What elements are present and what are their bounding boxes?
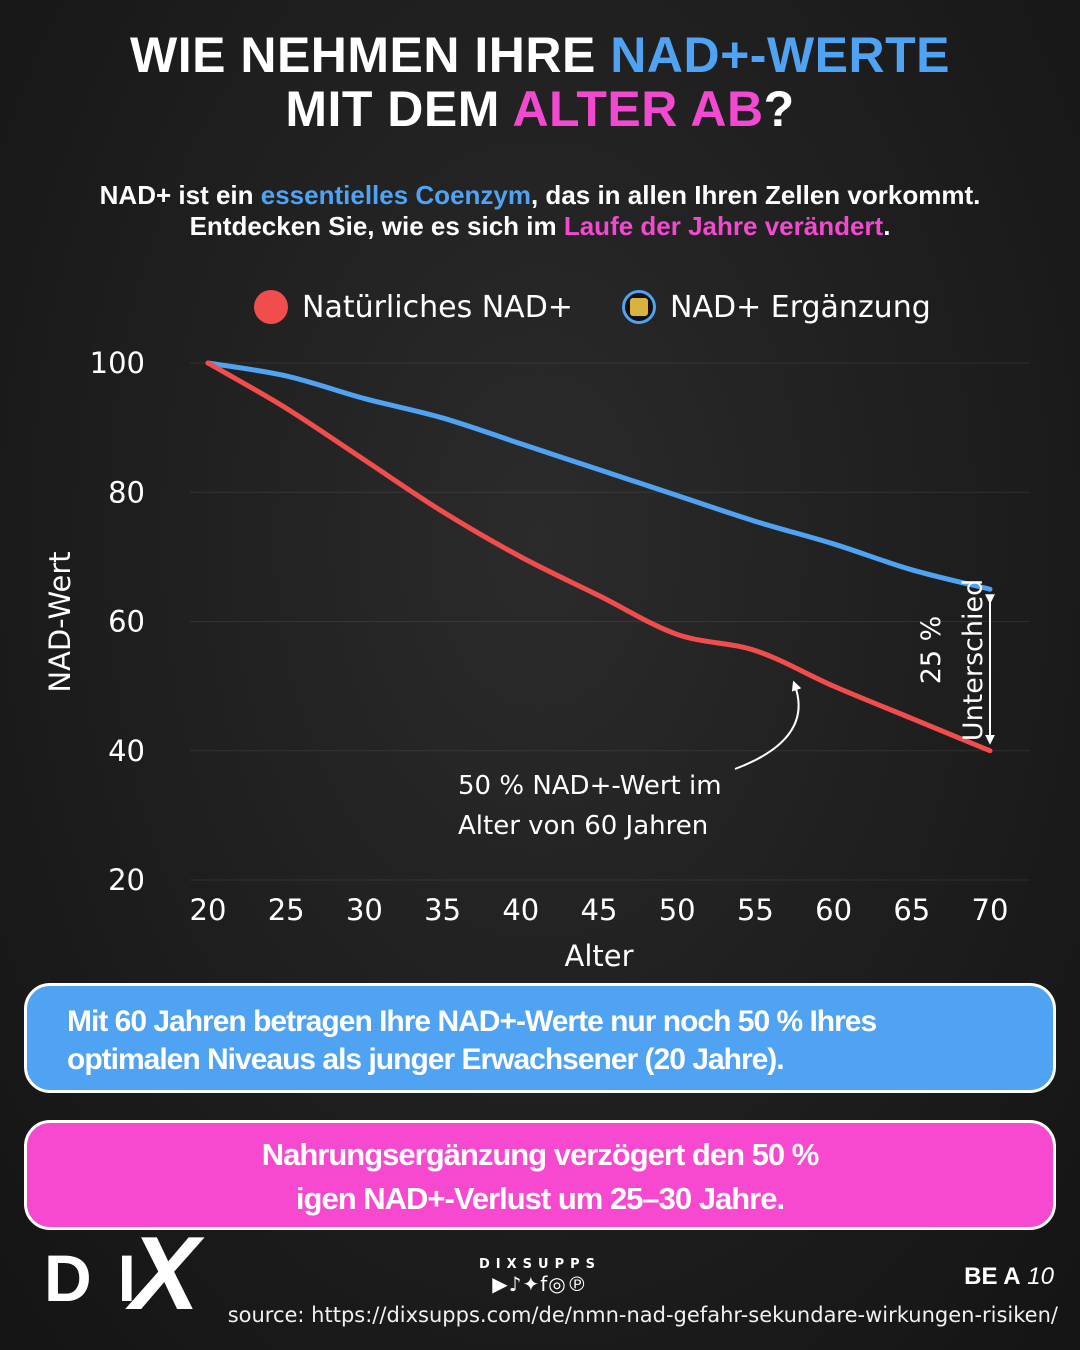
title-line2-end: ? [763,81,795,137]
series-line-supplement [205,360,993,592]
info-blue-line2: optimalen Niveaus als junger Erwachsener… [67,1043,785,1076]
subtitle-line2-b: . [883,211,891,241]
x-tick-label: 45 [581,893,618,927]
subtitle-line1-a: NAD+ ist ein [99,180,261,210]
gap-label-percent: 25 % [916,616,947,685]
title-line2-pink: ALTER AB [512,81,764,137]
social-icons[interactable]: ▶♪✦f◎℗ [492,1272,588,1296]
series-lines [205,360,993,754]
y-axis-ticks: 100 80 60 40 20 [90,346,145,897]
source-link[interactable]: source: https://dixsupps.com/de/nmn-nad-… [227,1303,1058,1327]
y-tick-label: 40 [108,734,145,768]
series-line-natural [205,360,993,754]
note-arrow [734,680,802,770]
legend-label-natural: Natürliches NAD+ [302,289,573,325]
subtitle: NAD+ ist ein essentielles Coenzym, das i… [0,180,1080,242]
note-line1: 50 % NAD+-Wert im [458,771,722,801]
brand-logo: DI [44,1240,162,1316]
line-chart: 100 80 60 40 20 20 25 30 35 40 45 50 55 60 65 70 Alter… [43,346,1030,973]
title-line1-blue: NAD+-WERTE [610,27,950,83]
x-tick-label: 30 [346,893,383,927]
brand-logo-x: X [130,1216,200,1332]
x-tick-label: 35 [424,893,461,927]
info-box-pink: Nahrungsergänzung verzögert den 50 % ige… [24,1120,1056,1230]
info-blue-line1: Mit 60 Jahren betragen Ihre NAD+-Werte n… [67,1005,877,1038]
y-tick-label: 100 [90,346,145,380]
gap-label-text: Unterschied [958,579,989,741]
bea-bold: BE A [964,1263,1021,1290]
grid-lines [190,362,1030,881]
title-line1-white: WIE NEHMEN IHRE [130,27,611,83]
bea-badge: BE A 10 [964,1263,1054,1291]
note-line2: Alter von 60 Jahren [458,811,708,841]
legend-item-supplement: NAD+ Ergänzung [622,285,931,329]
x-tick-label: 25 [268,893,305,927]
info-pink-line1: Nahrungsergänzung verzögert den 50 % [261,1137,820,1172]
bea-number: 10 [1027,1263,1054,1290]
info-pink-line2: igen NAD+-Verlust um 25–30 Jahre. [295,1181,785,1216]
legend-dot-natural [254,290,288,324]
page-title: WIE NEHMEN IHRE NAD+-WERTE MIT DEM ALTER… [0,28,1080,136]
x-axis-label: Alter [564,939,633,973]
subtitle-line2-a: Entdecken Sie, wie es sich im [189,211,564,241]
x-tick-label: 65 [893,893,930,927]
legend-item-natural: Natürliches NAD+ [254,285,573,329]
x-tick-label: 70 [972,893,1009,927]
x-tick-label: 20 [190,893,227,927]
y-tick-label: 80 [108,475,145,509]
x-axis-ticks: 20 25 30 35 40 45 50 55 60 65 70 [190,893,1009,927]
chart-legend: Natürliches NAD+ NAD+ Ergänzung [0,285,1080,329]
y-tick-label: 60 [108,605,145,639]
title-line2-white: MIT DEM [285,81,513,137]
subtitle-line1-blue: essentielles Coenzym [260,180,531,210]
legend-label-supplement: NAD+ Ergänzung [670,289,931,325]
social-handle: DIXSUPPS [479,1257,601,1272]
x-tick-label: 40 [502,893,539,927]
x-tick-label: 50 [659,893,696,927]
x-tick-label: 60 [815,893,852,927]
x-tick-label: 55 [737,893,774,927]
chart-annotations: 25 % Unterschied 50 % NAD+-Wert im Alter… [458,579,995,841]
y-axis-label: NAD-Wert [43,551,77,692]
info-box-blue: Mit 60 Jahren betragen Ihre NAD+-Werte n… [24,983,1056,1093]
logo-text: DI [44,1241,162,1315]
subtitle-line1-b: , das in allen Ihren Zellen vorkommt. [530,180,981,210]
subtitle-line2-pink: Laufe der Jahre verändert [563,211,884,241]
supplement-bottle-icon [622,290,656,324]
y-tick-label: 20 [108,863,145,897]
